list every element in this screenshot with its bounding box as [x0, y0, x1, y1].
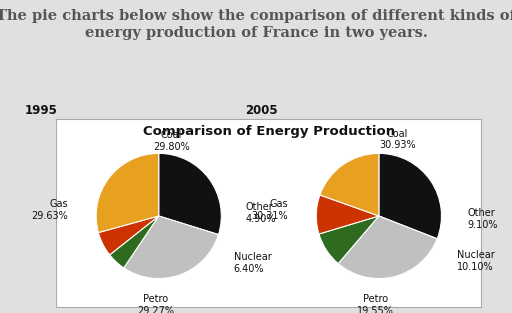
Text: Petro
19.55%: Petro 19.55%: [357, 294, 394, 313]
Wedge shape: [124, 216, 219, 279]
Text: Other
4.90%: Other 4.90%: [245, 202, 275, 224]
Wedge shape: [320, 153, 379, 216]
Wedge shape: [98, 216, 159, 255]
Wedge shape: [110, 216, 159, 268]
Wedge shape: [159, 153, 221, 234]
Text: Coal
29.80%: Coal 29.80%: [153, 130, 189, 152]
Text: Nuclear
10.10%: Nuclear 10.10%: [457, 250, 495, 272]
Text: Comparison of Energy Production: Comparison of Energy Production: [143, 125, 395, 138]
Text: 2005: 2005: [245, 104, 278, 117]
Text: Other
9.10%: Other 9.10%: [468, 208, 498, 230]
Text: Gas
30.31%: Gas 30.31%: [251, 199, 288, 221]
Wedge shape: [379, 153, 441, 239]
Wedge shape: [96, 153, 159, 233]
Wedge shape: [316, 195, 379, 234]
Text: 1995: 1995: [25, 104, 58, 117]
Wedge shape: [338, 216, 437, 279]
Text: Gas
29.63%: Gas 29.63%: [31, 199, 68, 221]
Wedge shape: [319, 216, 379, 264]
Text: The pie charts below show the comparison of different kinds of
energy production: The pie charts below show the comparison…: [0, 9, 512, 39]
Text: Coal
30.93%: Coal 30.93%: [379, 129, 416, 151]
Text: Petro
29.27%: Petro 29.27%: [137, 294, 174, 313]
Text: Nuclear
6.40%: Nuclear 6.40%: [234, 252, 271, 274]
